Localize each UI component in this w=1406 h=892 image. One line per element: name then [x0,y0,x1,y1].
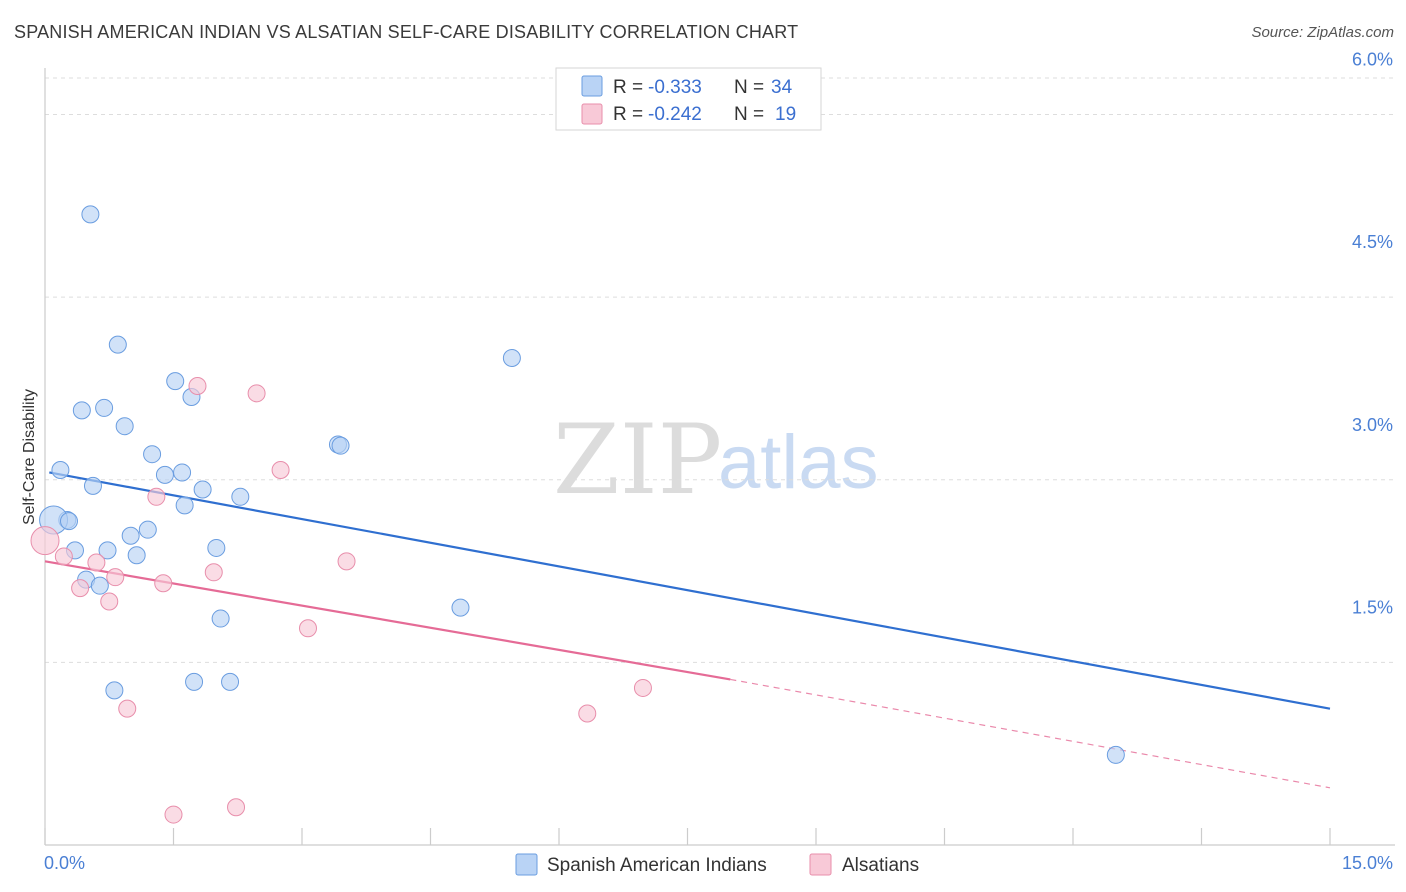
point-alsatians-12 [271,461,290,480]
point-spanish-american-indians-29 [502,349,521,368]
trend-extension-alsatians [730,678,1331,789]
trend-line-spanish-american-indians [49,471,1331,710]
point-alsatians-17 [164,805,183,824]
series-legend-label-alsatians: Alsatians [842,855,919,876]
point-spanish-american-indians-9 [155,465,174,484]
point-alsatians-5 [106,568,125,587]
point-spanish-american-indians-32 [185,672,204,691]
point-alsatians-18 [227,798,246,817]
point-spanish-american-indians-31 [105,681,124,700]
y-tick-label: 4.5% [1352,232,1393,252]
point-alsatians-9 [188,377,207,396]
axes [44,68,1395,846]
point-alsatians-11 [247,384,266,403]
point-spanish-american-indians-14 [175,496,194,515]
point-alsatians-0 [30,526,60,556]
series-legend-label-spanish-american-indians: Spanish American Indians [547,855,767,876]
watermark: ZIP atlas [553,404,879,516]
point-alsatians-3 [87,553,106,572]
point-spanish-american-indians-11 [173,463,192,482]
point-alsatians-15 [578,704,597,723]
legend-n-label-1: N = [734,77,764,98]
legend-r-label-2: R = [613,104,643,125]
series-legend-swatch-spanish-american-indians [515,853,538,876]
series-legend-swatch-alsatians [809,853,832,876]
point-alsatians-4 [100,592,119,611]
chart-title: SPANISH AMERICAN INDIAN VS ALSATIAN SELF… [14,22,799,42]
point-alsatians-10 [204,563,223,582]
y-tick-label: 6.0% [1352,50,1393,70]
point-spanish-american-indians-1 [108,335,127,354]
legend-r-value-1: -0.333 [648,77,702,98]
point-spanish-american-indians-34 [1106,745,1125,764]
point-alsatians-14 [337,552,356,571]
legend-n-value-2: 19 [775,104,796,125]
point-spanish-american-indians-6 [51,461,70,480]
point-alsatians-8 [154,574,173,593]
point-alsatians-2 [71,579,90,598]
point-spanish-american-indians-7 [121,526,140,545]
y-tick-label: 1.5% [1352,597,1393,617]
point-spanish-american-indians-15 [231,487,250,506]
x-tick-labels: 0.0% 15.0% [44,853,1393,873]
legend-swatch-pink [581,103,603,125]
grid [45,77,1395,663]
point-alsatians-16 [633,678,652,697]
stats-legend: R = -0.333 N = 34 R = -0.242 N = 19 [555,67,822,131]
legend-swatch-blue [581,75,603,97]
point-spanish-american-indians-19 [98,541,117,560]
point-spanish-american-indians-30 [451,598,470,617]
point-spanish-american-indians-2 [72,401,91,420]
watermark-zip: ZIP [553,404,722,516]
point-spanish-american-indians-5 [143,445,162,464]
point-spanish-american-indians-13 [193,480,212,499]
source-label: Source: ZipAtlas.com [1251,24,1394,41]
watermark-atlas: atlas [718,420,879,505]
point-spanish-american-indians-16 [207,538,226,557]
series-legend: Spanish American Indians Alsatians [515,853,919,876]
legend-r-label-1: R = [613,77,643,98]
point-spanish-american-indians-25 [127,546,146,565]
point-spanish-american-indians-28 [331,436,350,455]
point-spanish-american-indians-0 [81,205,100,224]
point-spanish-american-indians-4 [115,417,134,436]
y-axis-label: Self-Care Disability [21,389,38,525]
legend-n-value-1: 34 [771,77,793,98]
x-tick-label-max: 15.0% [1342,853,1393,873]
point-spanish-american-indians-21 [59,512,78,531]
point-spanish-american-indians-3 [95,398,114,417]
point-spanish-american-indians-18 [83,476,102,495]
legend-r-value-2: -0.242 [648,104,702,125]
y-tick-labels: 1.5% 3.0% 4.5% 6.0% [1352,50,1393,618]
y-tick-label: 3.0% [1352,415,1393,435]
point-alsatians-13 [298,619,317,638]
x-tick-label-min: 0.0% [44,853,85,873]
point-spanish-american-indians-26 [211,609,230,628]
trend-lines [44,471,1331,789]
point-spanish-american-indians-24 [90,576,109,595]
point-alsatians-6 [118,699,137,718]
point-spanish-american-indians-10 [166,372,185,391]
data-points [30,205,1125,824]
legend-n-label-2: N = [734,104,764,125]
point-alsatians-1 [54,547,73,566]
point-alsatians-7 [147,487,166,506]
point-spanish-american-indians-8 [138,520,157,539]
point-spanish-american-indians-33 [221,672,240,691]
